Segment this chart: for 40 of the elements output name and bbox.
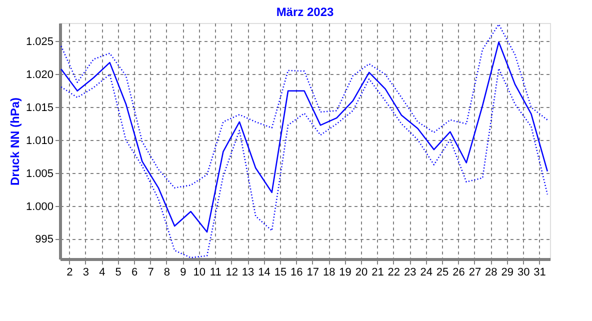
y-tick-label: 1.010 bbox=[26, 134, 54, 147]
x-tick-label: 13 bbox=[242, 266, 254, 278]
x-tick-label: 20 bbox=[355, 266, 368, 278]
x-tick-label: 16 bbox=[290, 266, 303, 278]
x-tick-label: 24 bbox=[420, 266, 432, 278]
x-tick-label: 5 bbox=[115, 266, 122, 278]
x-tick-label: 19 bbox=[339, 266, 352, 278]
x-tick-label: 28 bbox=[485, 266, 498, 278]
y-tick-label: 1.000 bbox=[26, 200, 54, 213]
x-tick-label: 23 bbox=[404, 266, 416, 278]
y-tick-label: 995 bbox=[35, 234, 54, 246]
chart-title: März 2023 bbox=[276, 5, 334, 19]
x-tick-label: 15 bbox=[274, 266, 287, 278]
line-series bbox=[60, 24, 548, 188]
x-tick-label: 27 bbox=[468, 266, 482, 278]
x-tick-label: 3 bbox=[82, 266, 90, 278]
x-tick-label: 26 bbox=[452, 266, 465, 278]
x-tick-label: 25 bbox=[436, 266, 449, 278]
x-tick-label: 2 bbox=[66, 266, 73, 278]
x-tick-label: 11 bbox=[210, 266, 222, 278]
x-tick-label: 22 bbox=[388, 266, 400, 278]
y-tick-label: 1.020 bbox=[26, 68, 54, 81]
y-tick-label: 1.015 bbox=[26, 102, 54, 114]
x-tick-label: 8 bbox=[164, 266, 170, 278]
y-axis-title: Druck NN (hPa) bbox=[8, 97, 22, 186]
x-tick-label: 6 bbox=[132, 266, 138, 278]
x-tick-label: 9 bbox=[180, 266, 186, 278]
x-tick-label: 10 bbox=[193, 266, 206, 278]
x-tick-label: 17 bbox=[306, 266, 319, 278]
x-tick-label: 21 bbox=[372, 266, 384, 278]
x-tick-label: 4 bbox=[99, 266, 106, 278]
x-tick-label: 31 bbox=[534, 266, 546, 278]
x-tick-label: 12 bbox=[226, 266, 238, 278]
x-tick-label: 30 bbox=[517, 266, 530, 278]
x-tick-label: 29 bbox=[501, 266, 514, 278]
y-tick-label: 1.005 bbox=[26, 168, 54, 180]
x-tick-label: 7 bbox=[148, 266, 154, 278]
y-tick-label: 1.025 bbox=[26, 36, 54, 48]
x-tick-label: 14 bbox=[258, 266, 270, 278]
x-tick-label: 18 bbox=[322, 266, 336, 278]
